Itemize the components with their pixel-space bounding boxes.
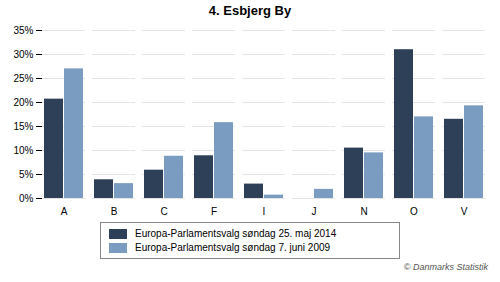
svg-text:C: C — [160, 206, 167, 217]
svg-text:V: V — [461, 206, 468, 217]
svg-text:F: F — [211, 206, 217, 217]
svg-text:O: O — [410, 206, 418, 217]
svg-text:15%: 15% — [13, 121, 33, 132]
svg-text:N: N — [360, 206, 367, 217]
svg-text:20%: 20% — [13, 97, 33, 108]
svg-text:30%: 30% — [13, 49, 33, 60]
svg-text:25%: 25% — [13, 73, 33, 84]
html-text:Europa-Parlamentsvalg søndag 2: Europa-Parlamentsvalg søndag 25. maj 201… — [135, 228, 337, 239]
html-text:Europa-Parlamentsvalg søndag 7: Europa-Parlamentsvalg søndag 7. juni 200… — [135, 242, 331, 253]
svg-text:B: B — [111, 206, 118, 217]
svg-text:J: J — [312, 206, 317, 217]
html-text:4. Esbjerg By: 4. Esbjerg By — [208, 3, 292, 18]
html-text:© Danmarks Statistik: © Danmarks Statistik — [403, 262, 488, 272]
svg-text:A: A — [61, 206, 68, 217]
svg-text:I: I — [263, 206, 266, 217]
svg-text:10%: 10% — [13, 145, 33, 156]
svg-text:5%: 5% — [19, 169, 34, 180]
svg-text:0%: 0% — [19, 193, 34, 204]
svg-text:35%: 35% — [13, 25, 33, 36]
